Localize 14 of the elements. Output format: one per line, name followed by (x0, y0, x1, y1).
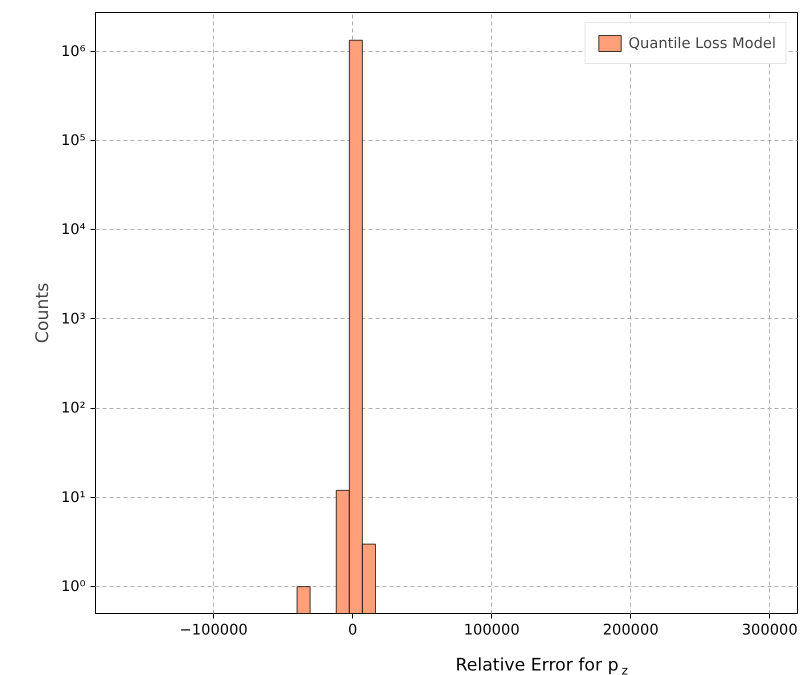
x-tick-label: 300000 (742, 622, 798, 638)
y-axis-title: Counts (32, 282, 53, 344)
x-tick-label: 0 (348, 622, 358, 638)
y-tick-label: 10⁵ (60, 132, 86, 150)
y-tick-label: 10⁶ (60, 42, 86, 60)
y-tick-label: 10⁴ (60, 221, 86, 238)
y-tick-label: 10⁰ (60, 578, 86, 596)
x-tick-label: 100000 (464, 622, 520, 638)
x-tick-label: 200000 (602, 622, 659, 638)
y-tick-label: 10² (60, 400, 86, 417)
y-tick-label: 10¹ (60, 488, 86, 506)
y-tick-label: 10³ (60, 310, 86, 328)
legend-label: Quantile Loss Model (628, 34, 776, 52)
x-tick-label: −100000 (180, 622, 248, 638)
